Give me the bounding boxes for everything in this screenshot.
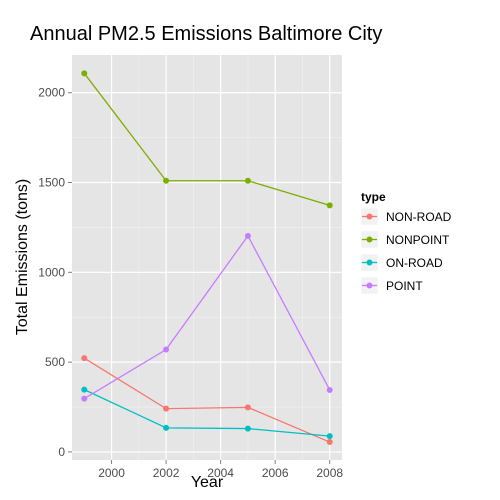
series-line-on-road bbox=[83, 389, 330, 437]
x-tick-label: 2004 bbox=[207, 466, 234, 480]
x-tick-label: 2006 bbox=[262, 466, 289, 480]
data-point-point bbox=[244, 232, 251, 239]
data-point-on-road bbox=[244, 425, 251, 432]
y-tick-label: 1500 bbox=[38, 176, 65, 190]
y-tick-label: 2000 bbox=[38, 86, 65, 100]
x-tick-label: 2002 bbox=[153, 466, 180, 480]
x-tick-label: 2008 bbox=[316, 466, 343, 480]
series-line-point bbox=[83, 234, 331, 400]
series-layer bbox=[81, 70, 333, 446]
data-point-point bbox=[326, 386, 333, 393]
chart-title: Annual PM2.5 Emissions Baltimore City bbox=[30, 23, 382, 45]
legend: type NON-ROAD NONPOINT ON-ROAD POINT bbox=[360, 190, 452, 295]
series-line-nonpoint bbox=[83, 72, 330, 206]
x-tick-label: 2000 bbox=[98, 466, 125, 480]
data-point-nonpoint bbox=[244, 177, 251, 184]
legend-label-point: POINT bbox=[386, 279, 423, 293]
series-line-non-road bbox=[83, 357, 330, 443]
data-point-non-road bbox=[244, 404, 251, 411]
data-point-non-road bbox=[81, 355, 88, 362]
y-tick-label: 500 bbox=[45, 355, 65, 369]
legend-point-nonpoint bbox=[366, 236, 373, 243]
legend-label-nonpoint: NONPOINT bbox=[386, 233, 450, 247]
legend-point-on-road bbox=[366, 259, 373, 266]
data-point-nonpoint bbox=[326, 202, 333, 209]
data-point-point bbox=[163, 346, 170, 353]
legend-point-non-road bbox=[366, 213, 373, 220]
x-axis-title: Year bbox=[191, 474, 224, 491]
y-tick-label: 1000 bbox=[38, 265, 65, 279]
data-point-on-road bbox=[163, 424, 170, 431]
data-point-on-road bbox=[81, 386, 88, 393]
data-point-non-road bbox=[163, 405, 170, 412]
axis-layer: 2000 2002 2004 2006 2008 0 500 1000 1500 2000 bbox=[38, 86, 343, 480]
legend-point-point bbox=[366, 282, 373, 289]
data-point-non-road bbox=[326, 439, 333, 446]
legend-label-on-road: ON-ROAD bbox=[386, 256, 443, 270]
data-point-on-road bbox=[326, 433, 333, 440]
legend-title: type bbox=[361, 190, 386, 204]
y-axis-title: Total Emissions (tons) bbox=[14, 179, 31, 336]
data-point-nonpoint bbox=[81, 70, 88, 77]
legend-label-non-road: NON-ROAD bbox=[386, 210, 452, 224]
y-tick-label: 0 bbox=[58, 445, 65, 459]
data-point-nonpoint bbox=[163, 177, 170, 184]
data-point-point bbox=[81, 395, 88, 402]
plot-panel bbox=[72, 55, 342, 460]
